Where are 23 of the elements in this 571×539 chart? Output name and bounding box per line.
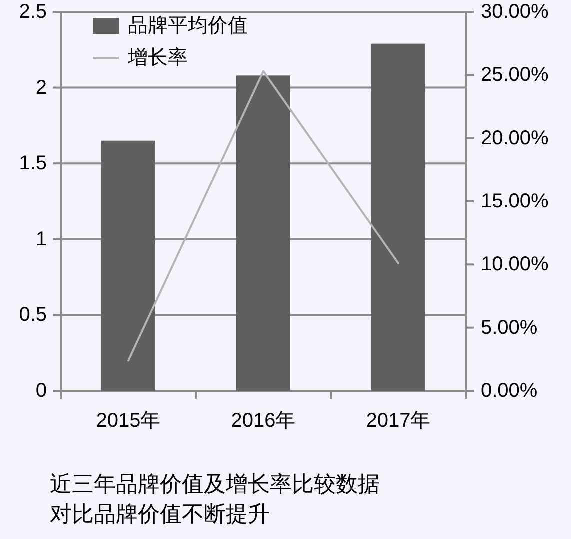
y-tick-label: 2	[36, 76, 47, 99]
text: 近三年品牌价值及增长率比较数据	[50, 472, 380, 496]
y-tick-label: 2.5	[19, 1, 47, 23]
y-tick-label: 0	[36, 380, 47, 402]
y2-tick-label: 25.00%	[481, 64, 550, 86]
y2-tick-label: 5.00%	[481, 316, 538, 339]
y-tick-label: 1.5	[19, 152, 47, 175]
y-tick-label: 1	[36, 228, 47, 250]
y2-tick-label: 10.00%	[481, 254, 550, 276]
y2-tick-label: 20.00%	[481, 127, 550, 150]
bar	[372, 44, 426, 391]
y2-tick-label: 0.00%	[481, 380, 538, 402]
x-tick-label: 2015年	[96, 410, 161, 432]
legend-label: 品牌平均价值	[128, 15, 248, 37]
bar	[102, 140, 156, 391]
text: 对比品牌价值不断提升	[50, 502, 270, 526]
y2-tick-label: 30.00%	[481, 1, 550, 23]
y-tick-label: 0.5	[19, 304, 47, 326]
x-tick-label: 2017年	[366, 410, 431, 432]
x-tick-label: 2016年	[231, 410, 296, 432]
y2-tick-label: 15.00%	[481, 190, 550, 212]
legend-label: 增长率	[127, 47, 188, 69]
bar	[236, 76, 290, 391]
